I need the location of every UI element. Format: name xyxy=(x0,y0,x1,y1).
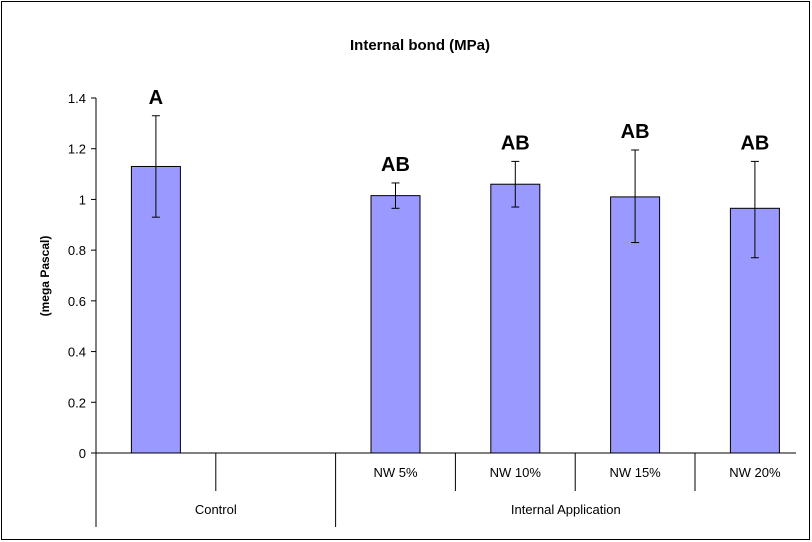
y-tick-label: 0.2 xyxy=(68,395,86,410)
significance-label: A xyxy=(149,87,163,109)
x-tick-label: NW 5% xyxy=(373,465,418,480)
y-tick-label: 1.4 xyxy=(68,91,86,106)
y-tick-label: 0 xyxy=(79,446,86,461)
significance-label: AB xyxy=(381,154,410,176)
y-axis-label: (mega Pascal) xyxy=(38,236,52,317)
significance-label: AB xyxy=(740,132,769,154)
x-group-label: Control xyxy=(195,502,237,517)
y-ticks: 0 0.2 0.4 0.6 0.8 1 1.2 1.4 xyxy=(68,91,96,461)
chart-title: Internal bond (MPa) xyxy=(350,37,490,54)
bar xyxy=(490,183,541,454)
x-tick-label: NW 20% xyxy=(729,465,781,480)
y-tick-label: 1.2 xyxy=(68,142,86,157)
significance-labels: A AB AB AB AB xyxy=(149,87,770,176)
x-tick-label: NW 15% xyxy=(609,465,661,480)
significance-label: AB xyxy=(621,121,650,143)
significance-label: AB xyxy=(501,132,530,154)
x-tick-label: NW 10% xyxy=(490,465,542,480)
x-category-labels: NW 5% NW 10% NW 15% NW 20% Control Internal A… xyxy=(195,465,781,517)
y-tick-label: 1 xyxy=(79,192,86,207)
bar xyxy=(370,195,421,454)
error-bars xyxy=(151,115,759,259)
bars xyxy=(130,165,780,454)
y-tick-label: 0.6 xyxy=(68,294,86,309)
y-tick-label: 0.4 xyxy=(68,345,86,360)
x-group-label: Internal Application xyxy=(511,502,621,517)
y-tick-label: 0.8 xyxy=(68,243,86,258)
axes xyxy=(95,98,796,527)
